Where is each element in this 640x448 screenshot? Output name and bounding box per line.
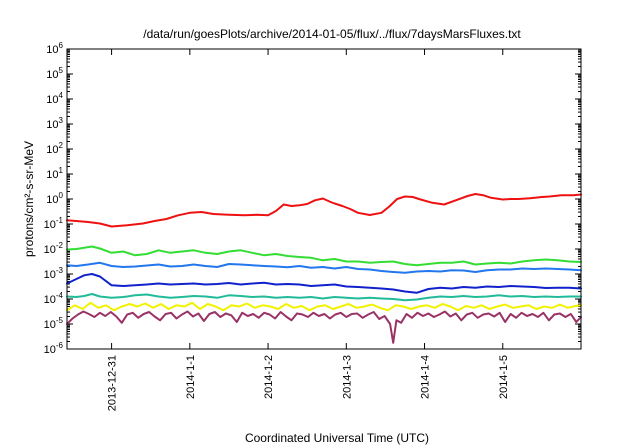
y-tick-exponent: 6 [59,41,64,50]
x-tick-label: 2014-1-3 [341,355,353,399]
y-tick-base: 10 [46,119,58,131]
y-tick-exponent: 2 [59,141,64,150]
y-tick-label: 102 [46,141,63,156]
y-tick-base: 10 [46,69,58,81]
x-tick-label-group: 2014-1-4 [420,355,432,399]
y-tick-exponent: -4 [56,291,64,300]
chart-title: /data/run/goesPlots/archive/2014-01-05/f… [143,27,521,41]
plot-frame [66,48,582,350]
y-tick-base: 10 [44,319,56,331]
series-line-4 [66,273,582,294]
y-tick-base: 10 [46,94,58,106]
x-tick-label-group: 2014-1-5 [498,355,510,399]
series-line-6 [66,301,582,312]
y-tick-base: 10 [44,219,56,231]
y-tick-label: 101 [46,166,63,181]
y-tick-base: 10 [46,194,58,206]
y-tick-label: 100 [46,191,63,206]
x-tick-label: 2014-1-2 [263,355,275,399]
y-tick-exponent: 0 [59,191,64,200]
y-tick-base: 10 [46,44,58,56]
x-tick-label-group: 2013-12-31 [107,355,119,411]
y-tick-exponent: -2 [56,241,64,250]
y-tick-base: 10 [46,144,58,156]
y-tick-base: 10 [46,169,58,181]
series-line-2 [66,245,582,267]
y-axis-label-text: protons/cm²-s-sr-MeV [22,141,36,257]
y-tick-exponent: 3 [59,116,64,125]
y-tick-label: 103 [46,116,63,131]
y-tick-label: 10-4 [44,291,64,306]
x-tick-label-group: 2014-1-2 [263,355,275,399]
x-tick-label-group: 2014-1-3 [341,355,353,399]
x-tick-label: 2013-12-31 [107,355,119,411]
y-tick-exponent: 1 [59,166,64,175]
y-tick-label: 10-3 [44,266,64,281]
y-tick-label: 10-5 [44,316,64,331]
y-tick-base: 10 [44,294,56,306]
y-tick-exponent: -6 [56,341,64,350]
series-line-3 [66,261,582,274]
y-tick-exponent: -1 [56,216,64,225]
series-layer [66,193,582,344]
x-tick-label-group: 2014-1-1 [185,355,197,399]
y-tick-label: 106 [46,41,63,56]
series-line-5 [66,293,582,302]
series-line-1 [66,193,582,228]
y-tick-exponent: 5 [59,66,64,75]
y-tick-exponent: 4 [59,91,64,100]
y-tick-base: 10 [44,244,56,256]
y-tick-label: 10-2 [44,241,64,256]
x-axis-label: Coordinated Universal Time (UTC) [245,431,429,445]
y-tick-base: 10 [44,269,56,281]
y-tick-exponent: -5 [56,316,64,325]
y-tick-label: 10-1 [44,216,64,231]
series-line-7 [66,310,582,344]
y-tick-label: 104 [46,91,63,106]
y-tick-label: 105 [46,66,63,81]
x-tick-label: 2014-1-4 [420,355,432,399]
y-axis-label: protons/cm²-s-sr-MeV [22,141,36,257]
y-tick-base: 10 [44,344,56,356]
y-tick-exponent: -3 [56,266,64,275]
x-tick-label: 2014-1-5 [498,355,510,399]
x-tick-label: 2014-1-1 [185,355,197,399]
y-tick-label: 10-6 [44,341,64,356]
